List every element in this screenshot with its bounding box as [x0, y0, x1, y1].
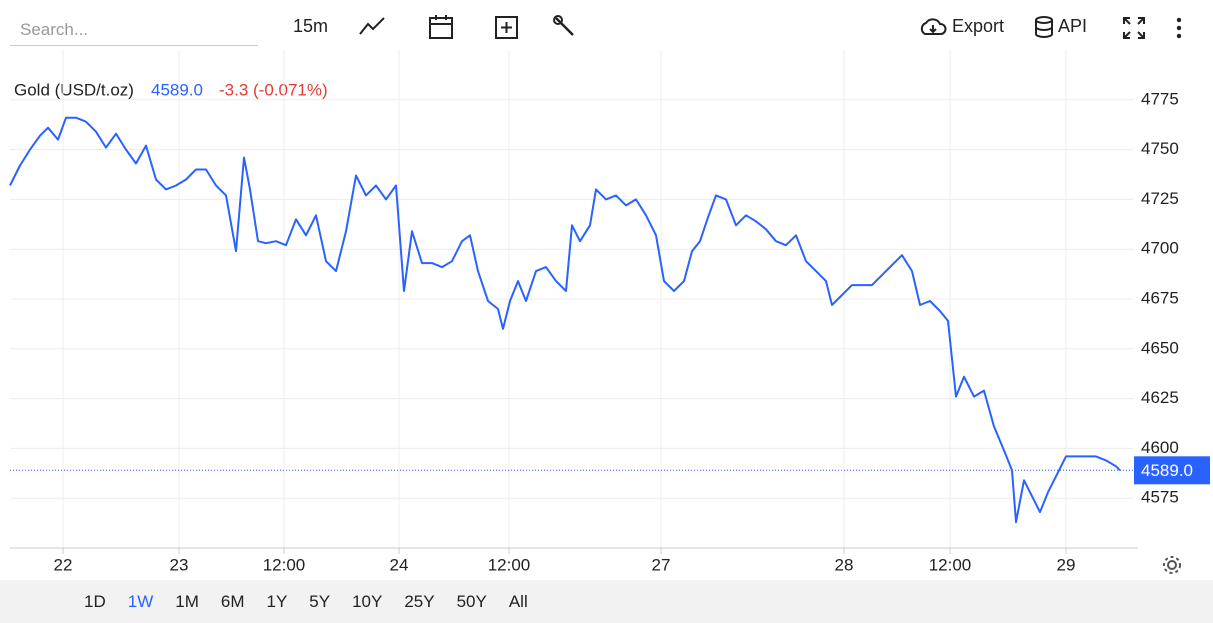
settings-wrench-icon[interactable]: [552, 14, 578, 40]
gear-icon[interactable]: [1161, 554, 1183, 576]
x-tick-label: 29: [1057, 555, 1076, 574]
x-tick-label: 23: [170, 555, 189, 574]
range-button[interactable]: All: [508, 591, 528, 611]
x-tick-label: 28: [835, 555, 854, 574]
price-change: -3.3 (-0.071%): [219, 80, 328, 99]
range-button[interactable]: 6M: [220, 591, 245, 611]
y-tick-label: 4675: [1141, 288, 1179, 307]
y-tick-label: 4775: [1141, 89, 1179, 108]
range-button[interactable]: 25Y: [404, 591, 435, 611]
y-tick-label: 4600: [1141, 438, 1179, 457]
y-tick-label: 4725: [1141, 189, 1179, 208]
interval-button[interactable]: 15m: [293, 15, 329, 36]
x-tick-label: 27: [652, 555, 671, 574]
current-price-tag: [1134, 456, 1210, 485]
chart: Gold (USD/t.oz) 4589.0 -3.3 (-0.071%) 45…: [9, 50, 1210, 574]
range-button[interactable]: 1Y: [266, 591, 288, 611]
instrument-name: Gold (USD/t.oz): [14, 80, 134, 99]
y-tick-label: 4650: [1141, 338, 1179, 357]
range-button[interactable]: 1W: [127, 591, 154, 611]
x-tick-label: 12:00: [929, 555, 972, 574]
y-tick-label: 4575: [1141, 488, 1179, 507]
range-bar: 1D 1W 1M 6M 1Y 5Y 10Y 25Y 50Y All: [0, 580, 1213, 623]
export-button[interactable]: Export: [952, 15, 1005, 36]
range-button[interactable]: 1M: [175, 591, 199, 611]
x-tick-label: 24: [390, 555, 409, 574]
y-tick-label: 4625: [1141, 388, 1179, 407]
price-line: [9, 116, 1121, 524]
range-button[interactable]: 5Y: [309, 591, 331, 611]
api-button[interactable]: API: [1058, 15, 1088, 36]
more-icon[interactable]: [1174, 16, 1184, 40]
range-button[interactable]: 1D: [84, 591, 106, 611]
y-tick-label: 4750: [1141, 139, 1179, 158]
calendar-icon[interactable]: [428, 14, 454, 40]
line-type-icon[interactable]: [358, 14, 386, 38]
current-price-label: 4589.0: [1141, 461, 1193, 480]
search-input[interactable]: Search...: [10, 14, 258, 46]
x-tick-label: 12:00: [488, 555, 531, 574]
fullscreen-icon[interactable]: [1122, 16, 1146, 40]
last-price: 4589.0: [151, 80, 203, 99]
range-button[interactable]: 10Y: [352, 591, 383, 611]
compare-icon[interactable]: [494, 14, 520, 40]
api-icon[interactable]: [1034, 15, 1056, 39]
y-tick-label: 4700: [1141, 239, 1179, 258]
x-tick-label: 12:00: [263, 555, 306, 574]
x-tick-label: 22: [54, 555, 73, 574]
export-icon[interactable]: [918, 16, 948, 38]
range-button[interactable]: 50Y: [456, 591, 487, 611]
